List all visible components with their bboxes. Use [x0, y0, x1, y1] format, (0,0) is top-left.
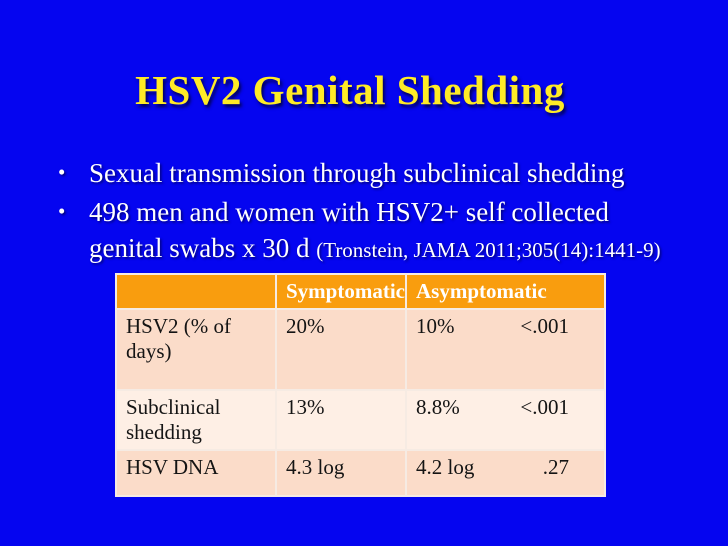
symptomatic-value: 20% [275, 308, 407, 391]
shedding-table-container: Symptomatic Asymptomatic HSV2 (% of days… [115, 273, 606, 497]
row-label: HSV2 (% of days) [115, 308, 277, 391]
bullet-text: 498 men and women with HSV2+ self collec… [89, 197, 609, 263]
bullet-item: • Sexual transmission through subclinica… [56, 155, 684, 191]
header-cell-asymptomatic: Asymptomatic [405, 273, 606, 310]
bullet-list: • Sexual transmission through subclinica… [56, 155, 684, 271]
symptomatic-value: 13% [275, 389, 407, 451]
citation-text: (Tronstein, JAMA 2011;305(14):1441-9) [316, 238, 661, 262]
asymptomatic-value: 4.2 log [416, 455, 475, 479]
asymptomatic-cell: 10% <.001 [416, 314, 596, 339]
table-row: HSV DNA 4.3 log 4.2 log .27 [115, 449, 606, 497]
asymptomatic-value: 8.8% [416, 395, 460, 419]
table-header-row: Symptomatic Asymptomatic [115, 273, 606, 310]
row-label: HSV DNA [115, 449, 277, 497]
bullet-icon: • [58, 199, 66, 223]
header-cell-symptomatic: Symptomatic [275, 273, 407, 310]
p-value: .27 [542, 455, 569, 479]
asymptomatic-cell: 4.2 log .27 [416, 455, 596, 480]
table-row: Subclinical shedding 13% 8.8% <.001 [115, 389, 606, 451]
header-cell-empty [115, 273, 277, 310]
table-row: HSV2 (% of days) 20% 10% <.001 [115, 308, 606, 391]
p-value: <.001 [520, 395, 569, 419]
p-value: <.001 [520, 314, 569, 338]
bullet-item: • 498 men and women with HSV2+ self coll… [56, 194, 684, 268]
shedding-table: Symptomatic Asymptomatic HSV2 (% of days… [115, 273, 606, 497]
symptomatic-value: 4.3 log [275, 449, 407, 497]
asymptomatic-value: 10% [416, 314, 455, 338]
asymptomatic-cell: 8.8% <.001 [416, 395, 596, 420]
row-label: Subclinical shedding [115, 389, 277, 451]
slide-title: HSV2 Genital Shedding [135, 67, 565, 113]
bullet-icon: • [58, 160, 66, 184]
bullet-text: Sexual transmission through subclinical … [89, 158, 625, 188]
